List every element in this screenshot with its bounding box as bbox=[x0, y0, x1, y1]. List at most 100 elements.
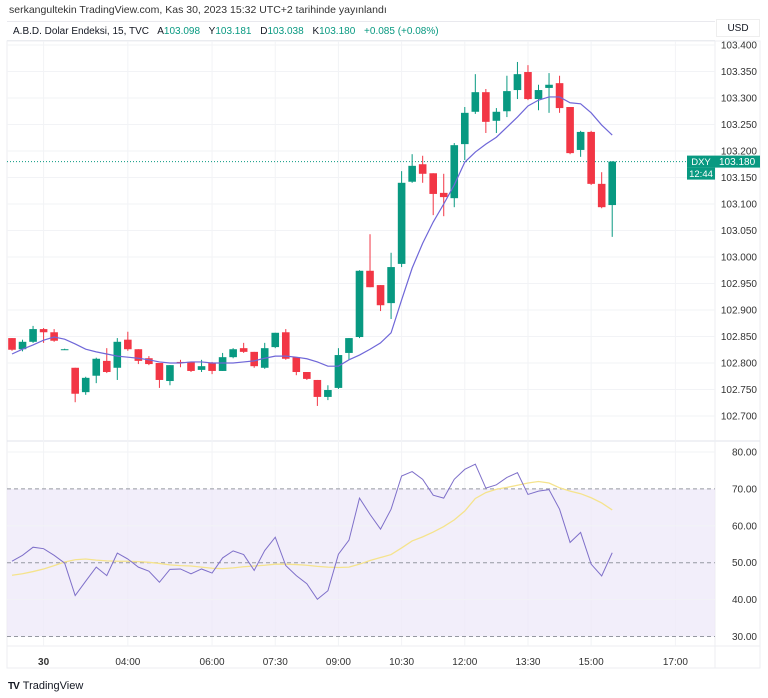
currency-button[interactable]: USD bbox=[716, 19, 760, 37]
candle bbox=[513, 61, 522, 100]
candle bbox=[471, 74, 480, 114]
time-tick-label: 17:00 bbox=[663, 657, 688, 668]
candle-body bbox=[587, 131, 595, 184]
price-tick-label: 102.800 bbox=[721, 359, 758, 370]
candle bbox=[303, 372, 311, 380]
low-value: 103.038 bbox=[267, 26, 304, 37]
candle-body bbox=[250, 351, 258, 367]
time-tick-label: 06:00 bbox=[200, 657, 225, 668]
candle-body bbox=[608, 161, 617, 206]
price-tag-bg bbox=[715, 155, 760, 168]
publish-info: serkangultekin TradingView.com, Kas 30, … bbox=[9, 4, 387, 16]
price-tick-label: 103.200 bbox=[721, 147, 758, 158]
candle-body bbox=[345, 338, 353, 353]
candle-body bbox=[418, 164, 427, 174]
price-tick-label: 103.250 bbox=[721, 120, 758, 131]
candle-body bbox=[482, 92, 490, 122]
tradingview-logo-text[interactable]: TradingView bbox=[22, 680, 84, 692]
time-tick-label: 09:00 bbox=[326, 657, 351, 668]
price-tick-label: 102.950 bbox=[721, 279, 758, 290]
candle bbox=[218, 352, 227, 371]
time-tick-label: 10:30 bbox=[389, 657, 414, 668]
change-value: +0.085 (+0.08%) bbox=[364, 26, 439, 37]
price-tag-value: 103.180 bbox=[719, 157, 756, 168]
candle-body bbox=[155, 363, 164, 380]
candle-body bbox=[492, 111, 501, 121]
candle bbox=[429, 173, 437, 216]
candle-body bbox=[555, 83, 564, 109]
candle-body bbox=[534, 90, 543, 100]
candle bbox=[376, 285, 385, 312]
rsi-tick-label: 50.00 bbox=[732, 558, 757, 569]
footer: TV TradingView bbox=[8, 680, 83, 692]
candle bbox=[145, 356, 153, 366]
candle bbox=[81, 376, 90, 395]
candle-body bbox=[239, 348, 248, 352]
candle bbox=[124, 331, 132, 351]
candle bbox=[566, 107, 574, 155]
candle bbox=[92, 357, 101, 384]
candle-body bbox=[387, 267, 395, 304]
candle-body bbox=[376, 285, 385, 306]
candle-body bbox=[513, 74, 522, 91]
candle-body bbox=[197, 366, 206, 370]
candle bbox=[281, 329, 290, 360]
candle-body bbox=[81, 377, 90, 393]
candle-body bbox=[471, 92, 480, 112]
time-tick-label: 04:00 bbox=[115, 657, 140, 668]
symbol-tag-text: DXY bbox=[691, 157, 711, 168]
candle-body bbox=[355, 270, 364, 338]
candle bbox=[587, 130, 595, 185]
candle-body bbox=[324, 390, 332, 397]
candle bbox=[292, 357, 301, 376]
price-tick-label: 103.150 bbox=[721, 173, 758, 184]
candle bbox=[408, 154, 416, 183]
candle bbox=[334, 348, 343, 389]
candle-body bbox=[503, 91, 511, 112]
candle bbox=[503, 75, 511, 118]
candle bbox=[608, 161, 617, 237]
candle-body bbox=[408, 165, 416, 182]
chart-frame bbox=[6, 40, 761, 669]
time-tick-label: 13:30 bbox=[515, 657, 540, 668]
candle-body bbox=[439, 192, 448, 198]
price-tick-label: 103.300 bbox=[721, 94, 758, 105]
candle-body bbox=[524, 72, 532, 100]
candle-body bbox=[8, 338, 16, 350]
symbol-description[interactable]: A.B.D. Dolar Endeksi, 15, TVC bbox=[13, 26, 149, 37]
candle bbox=[555, 75, 564, 113]
open-value: 103.098 bbox=[163, 26, 201, 37]
rsi-tick-label: 80.00 bbox=[732, 448, 757, 459]
candle bbox=[387, 252, 395, 320]
rsi-tick-label: 30.00 bbox=[732, 632, 757, 643]
time-tick-label: 07:30 bbox=[263, 657, 288, 668]
candle bbox=[345, 338, 353, 360]
price-tick-label: 102.700 bbox=[721, 412, 758, 423]
candle-body bbox=[303, 372, 311, 379]
rsi-ma-line bbox=[11, 480, 613, 576]
candle-body bbox=[124, 339, 132, 350]
candle-body bbox=[281, 332, 290, 359]
candle bbox=[576, 130, 585, 157]
candle bbox=[155, 363, 164, 388]
rsi-tick-label: 60.00 bbox=[732, 521, 757, 532]
candle bbox=[439, 173, 448, 217]
last-price-tag: DXY 103.180 12:44 bbox=[687, 155, 760, 180]
symbol-tag-bg bbox=[687, 155, 715, 168]
close-label: K bbox=[312, 26, 320, 37]
countdown-timer: 12:44 bbox=[689, 169, 713, 180]
candle-body bbox=[397, 182, 406, 264]
moving-average-line bbox=[11, 96, 613, 367]
candle-body bbox=[102, 360, 111, 373]
countdown-bg bbox=[687, 167, 715, 180]
candle-body bbox=[134, 349, 143, 361]
candle bbox=[229, 348, 237, 359]
candle-body bbox=[18, 341, 27, 350]
price-tick-label: 102.850 bbox=[721, 332, 758, 343]
candle-body bbox=[292, 357, 301, 373]
candle bbox=[8, 338, 16, 351]
candle bbox=[166, 365, 174, 386]
candle bbox=[492, 108, 501, 133]
candle-body bbox=[271, 332, 280, 348]
